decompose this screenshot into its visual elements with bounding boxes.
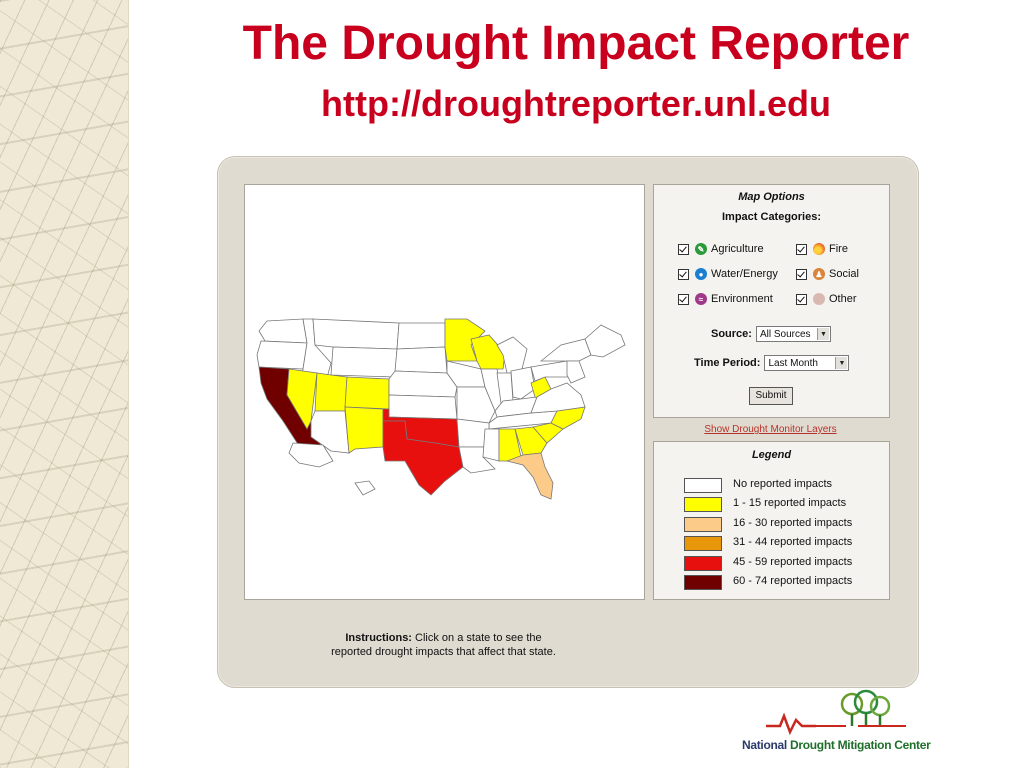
legend-swatch-45-59: [684, 556, 722, 571]
state-kansas[interactable]: [388, 394, 458, 420]
ndmc-logo-graphic: [766, 689, 906, 736]
state-north-dakota[interactable]: [396, 322, 446, 350]
fire-checkbox[interactable]: [796, 243, 807, 255]
legend-label-31-44: 31 - 44 reported impacts: [733, 536, 853, 548]
state-oregon[interactable]: [256, 340, 308, 370]
legend-label-60-74: 60 - 74 reported impacts: [733, 575, 853, 587]
state-hawaii[interactable]: [354, 480, 376, 496]
state-maryland-nj[interactable]: [566, 360, 586, 384]
submit-button[interactable]: Submit: [749, 387, 793, 405]
legend-swatch-31-44: [684, 536, 722, 551]
fire-icon: [813, 243, 825, 255]
us-map-svg[interactable]: [245, 185, 644, 599]
category-water-energy[interactable]: ● Water/Energy: [678, 266, 778, 282]
instructions-line2: reported drought impacts that affect tha…: [331, 646, 556, 658]
fire-label: Fire: [829, 243, 848, 255]
category-environment[interactable]: ≈ Environment: [678, 291, 773, 307]
legend-label-45-59: 45 - 59 reported impacts: [733, 556, 853, 568]
state-pennsylvania[interactable]: [530, 360, 572, 382]
source-value: All Sources: [759, 328, 811, 340]
agriculture-label: Agriculture: [711, 243, 764, 255]
state-new-england[interactable]: [584, 324, 626, 358]
environment-label: Environment: [711, 293, 773, 305]
state-north-carolina[interactable]: [550, 406, 586, 430]
time-period-select[interactable]: Last Month ▼: [764, 355, 850, 371]
state-virginia[interactable]: [530, 382, 586, 414]
state-wisconsin[interactable]: [470, 334, 506, 370]
agriculture-checkbox[interactable]: [678, 243, 689, 255]
environment-checkbox[interactable]: [678, 293, 689, 305]
legend-label-16-30: 16 - 30 reported impacts: [733, 517, 853, 529]
time-period-label: Time Period:: [694, 357, 761, 369]
instructions-text: Instructions: Click on a state to see th…: [244, 631, 643, 659]
legend-label-none: No reported impacts: [733, 478, 833, 490]
instructions-prefix: Instructions:: [345, 632, 412, 644]
state-utah[interactable]: [314, 372, 348, 412]
legend-title: Legend: [751, 449, 792, 461]
water-energy-label: Water/Energy: [711, 268, 778, 280]
map-options-panel: Map Options Impact Categories: ✎ Agricul…: [653, 184, 890, 418]
category-other[interactable]: Other: [796, 291, 857, 307]
chevron-down-icon[interactable]: ▼: [835, 357, 848, 369]
state-ohio[interactable]: [510, 366, 536, 400]
other-checkbox[interactable]: [796, 293, 807, 305]
other-icon: [813, 293, 825, 305]
state-wyoming[interactable]: [330, 346, 398, 378]
map-options-title: Map Options: [738, 191, 805, 203]
social-icon: ♟: [813, 268, 825, 280]
legend-swatch-none: [684, 478, 722, 493]
us-drought-map[interactable]: [244, 184, 645, 600]
instructions-line1: Click on a state to see the: [415, 632, 542, 644]
slide-title: The Drought Impact Reporter: [242, 17, 910, 70]
source-select[interactable]: All Sources ▼: [755, 326, 831, 342]
show-drought-monitor-layers-link[interactable]: Show Drought Monitor Layers: [704, 424, 837, 435]
state-minnesota[interactable]: [444, 318, 486, 362]
social-checkbox[interactable]: [796, 268, 807, 280]
leaf-icon: ✎: [695, 243, 707, 255]
category-fire[interactable]: Fire: [796, 241, 848, 257]
legend-swatch-16-30: [684, 517, 722, 532]
logo-text-part2: Drought Mitigation Center: [790, 738, 931, 752]
state-florida[interactable]: [505, 452, 554, 500]
category-social[interactable]: ♟ Social: [796, 266, 859, 282]
state-missouri[interactable]: [456, 386, 496, 424]
marble-background: [0, 0, 129, 768]
other-label: Other: [829, 293, 857, 305]
state-washington[interactable]: [258, 318, 308, 344]
environment-icon: ≈: [695, 293, 707, 305]
state-colorado[interactable]: [344, 376, 390, 410]
slide-url: http://droughtreporter.unl.edu: [321, 83, 831, 124]
state-texas[interactable]: [382, 420, 464, 496]
chevron-down-icon[interactable]: ▼: [816, 328, 829, 340]
state-new-mexico[interactable]: [344, 406, 384, 454]
state-nevada[interactable]: [286, 368, 318, 430]
water-energy-checkbox[interactable]: [678, 268, 689, 280]
legend-label-1-15: 1 - 15 reported impacts: [733, 497, 847, 509]
source-label: Source:: [711, 328, 752, 340]
state-south-dakota[interactable]: [394, 346, 448, 374]
social-label: Social: [829, 268, 859, 280]
source-row: Source: All Sources ▼: [711, 326, 831, 342]
state-nebraska[interactable]: [388, 370, 458, 398]
state-new-york[interactable]: [539, 338, 592, 362]
state-mississippi[interactable]: [482, 428, 500, 462]
time-period-row: Time Period: Last Month ▼: [694, 355, 850, 371]
state-montana[interactable]: [312, 318, 400, 350]
water-drop-icon: ●: [695, 268, 707, 280]
legend-swatch-60-74: [684, 575, 722, 590]
legend-swatch-1-15: [684, 497, 722, 512]
category-agriculture[interactable]: ✎ Agriculture: [678, 241, 764, 257]
impact-categories-label: Impact Categories:: [721, 211, 822, 223]
time-period-value: Last Month: [768, 357, 818, 369]
logo-text-part1: National: [742, 738, 787, 752]
state-alaska[interactable]: [288, 442, 334, 468]
ndmc-logo-text: National Drought Mitigation Center: [742, 738, 931, 752]
